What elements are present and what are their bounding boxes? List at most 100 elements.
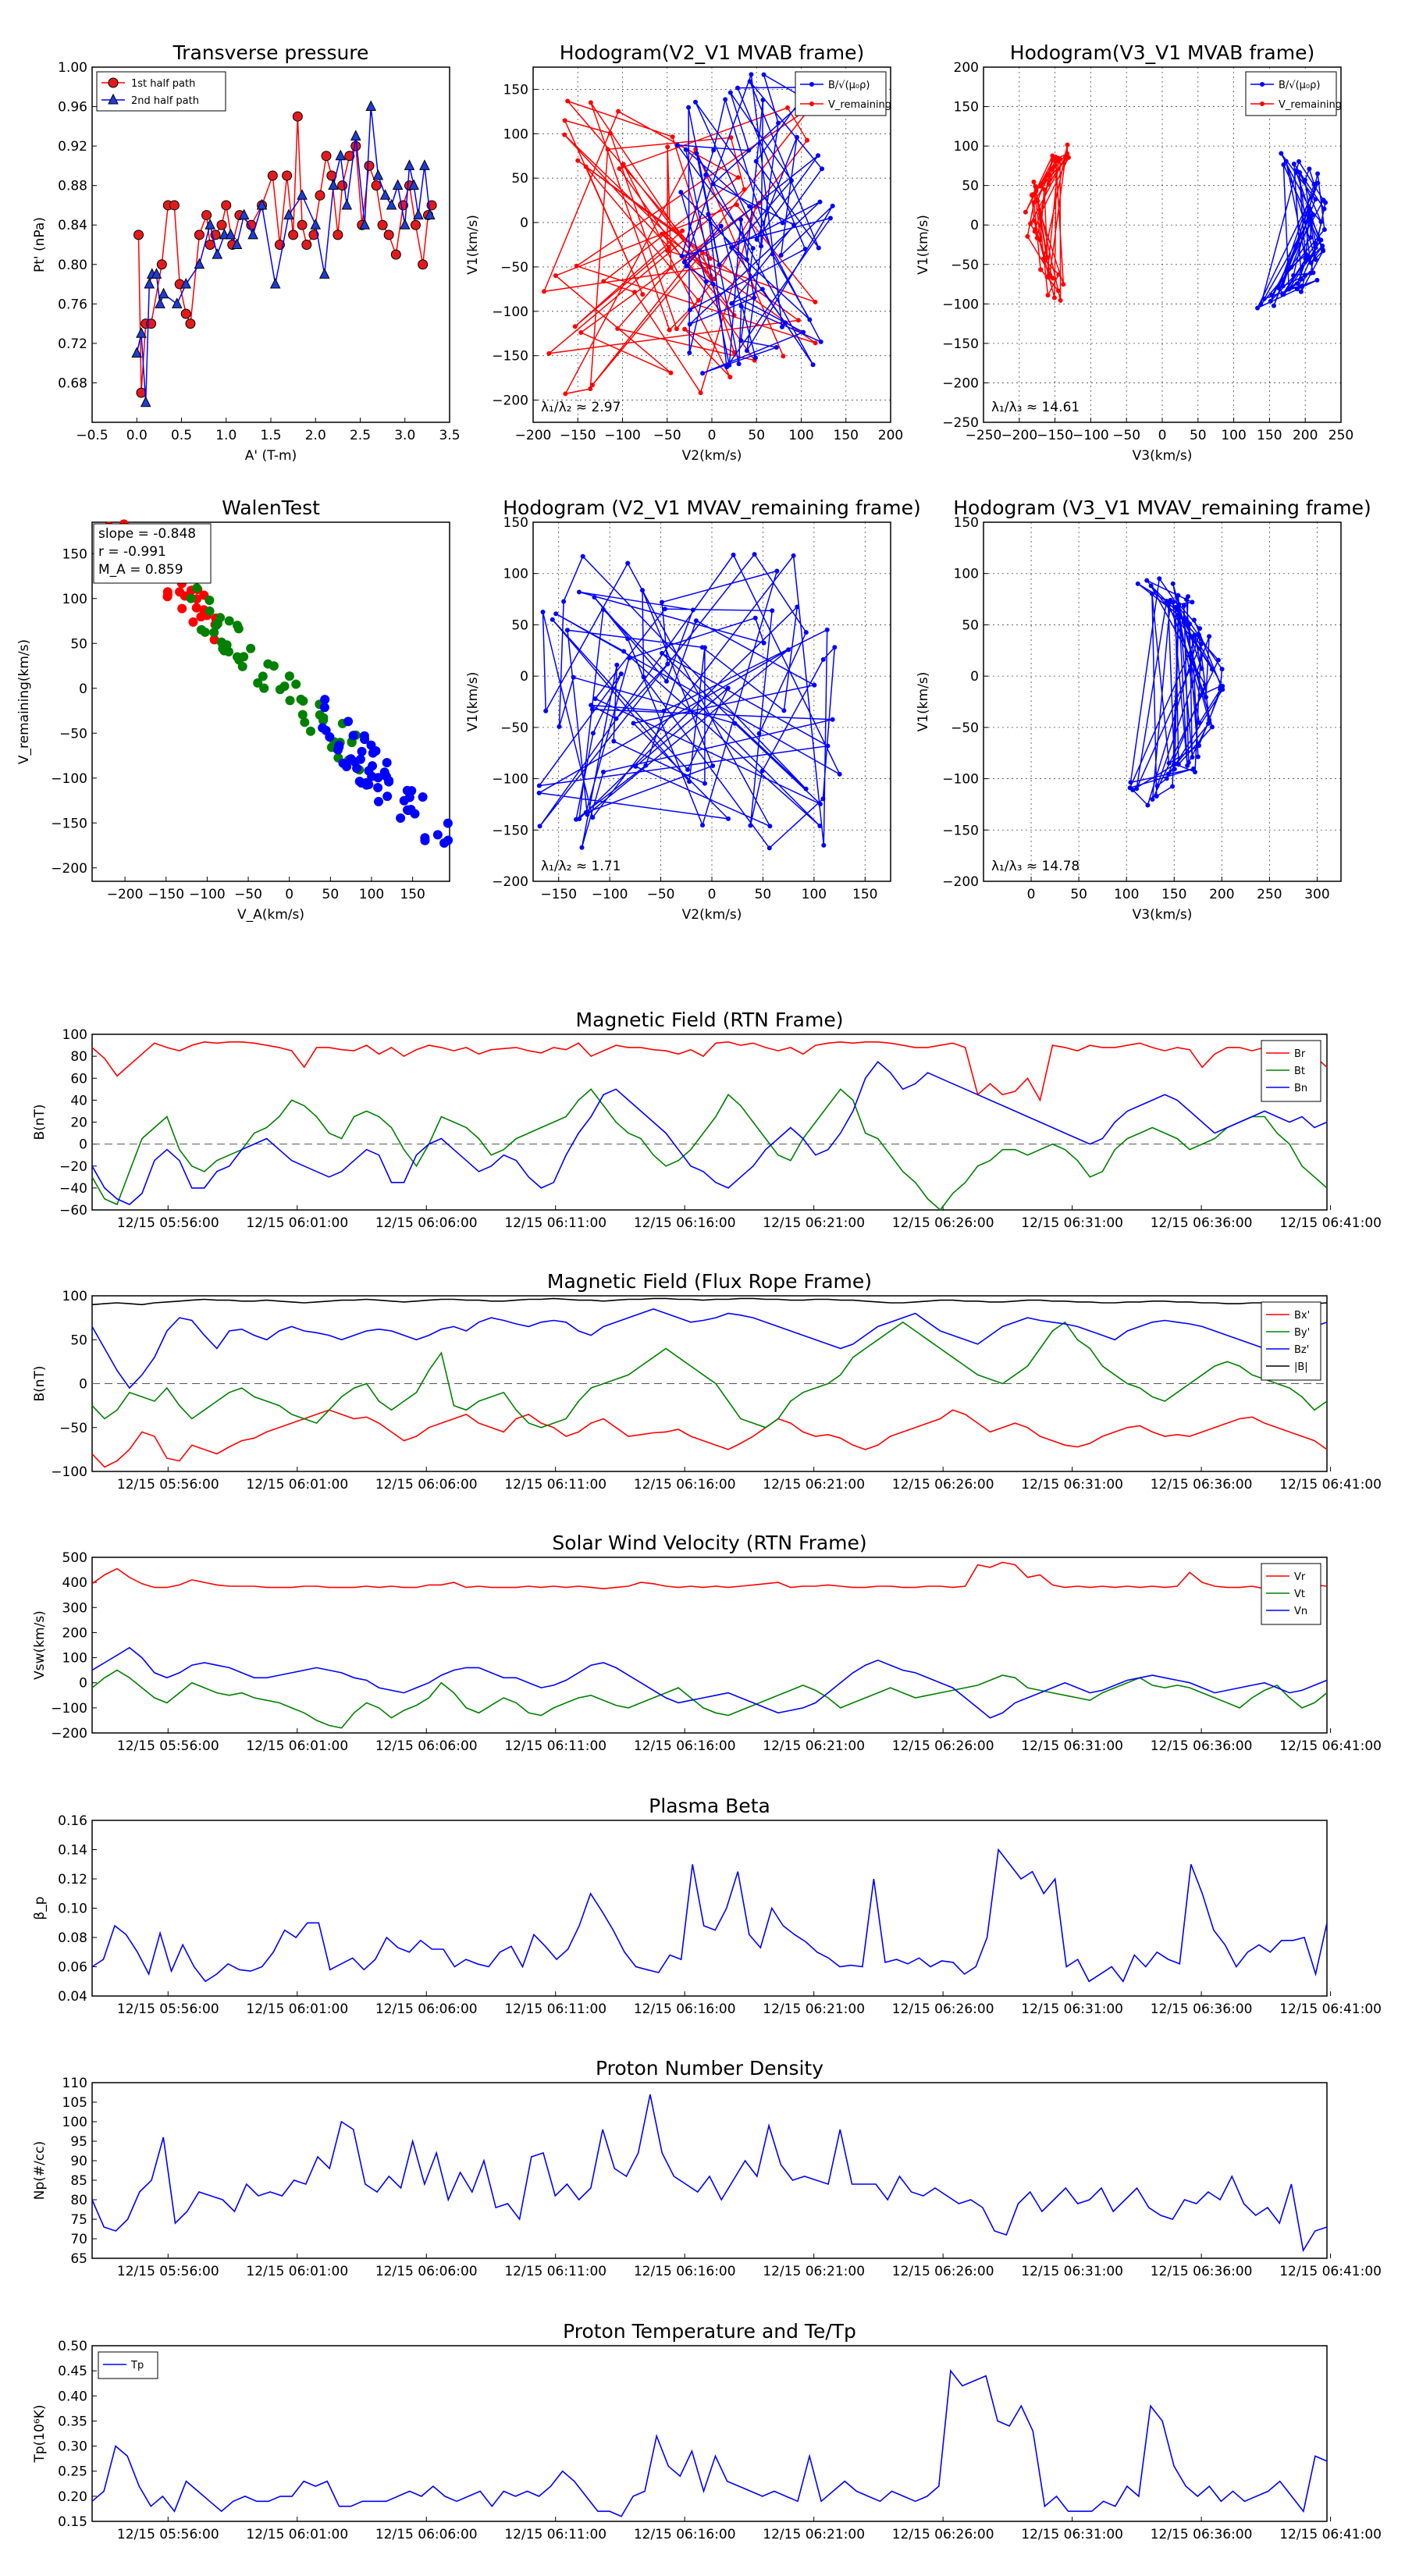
hodogram-point [738,338,744,343]
data-point [365,100,377,112]
walen-point [196,624,206,635]
hodogram-point [614,716,619,721]
y-tick-label: 0.68 [58,375,87,391]
y-tick-label: 0.25 [58,2464,87,2480]
hodogram-point [1154,783,1160,788]
hodogram-point [687,779,692,785]
hodogram-point [1299,283,1304,289]
hodogram-point [641,674,646,680]
walen-point [373,782,383,792]
x-tick-label: −100 [604,428,641,443]
hodogram-point [592,696,598,702]
time-tick-label: 12/15 06:01:00 [246,1738,348,1754]
walen-point [300,717,310,728]
hodogram-point [574,817,579,822]
hodogram-point [818,339,823,344]
hodogram-point [781,708,787,713]
time-tick-label: 12/15 06:21:00 [763,1738,865,1754]
data-point [372,169,384,180]
time-tick-label: 12/15 06:41:00 [1279,2001,1382,2017]
hodogram-point [1176,613,1181,618]
time-tick-label: 12/15 06:36:00 [1151,1215,1253,1231]
y-tick-label: 200 [954,60,979,76]
hodogram-point [557,724,562,729]
hodogram-point [1276,286,1282,291]
data-point [371,180,382,191]
walen-point [407,786,417,796]
x-tick-label: −150 [1037,428,1073,443]
walen-point [382,758,392,768]
hodogram-point [1025,233,1030,239]
hodogram-point [752,615,758,621]
hodogram-point [1055,288,1061,294]
time-tick-label: 12/15 06:16:00 [634,2527,736,2542]
y-tick-label: 100 [62,592,87,607]
hodogram-point [674,326,679,332]
y-tick-label: 400 [62,1575,87,1591]
hodogram-point [668,265,674,270]
hodogram-point [1315,171,1321,176]
x-tick-label: 100 [788,428,813,443]
hodogram-point [735,175,741,180]
legend-label: V_remaining [1279,99,1342,111]
series-line-By' [91,1321,1328,1429]
hodogram-point [1198,642,1204,647]
hodogram-point [1279,151,1284,156]
series-line-Bn [91,1061,1328,1205]
y-axis-label: V1(km/s) [916,215,931,275]
time-tick-label: 12/15 06:06:00 [375,1738,478,1754]
x-tick-label: 200 [878,428,903,443]
hodogram-point [718,223,724,229]
walen-point [297,710,308,720]
hodogram-point [618,671,624,677]
time-tick-label: 12/15 05:56:00 [117,2001,219,2017]
hodogram-point [1315,180,1321,186]
hodogram-point [1187,621,1193,627]
hodogram-point [1044,274,1050,279]
time-tick-label: 12/15 06:01:00 [246,1215,348,1231]
walen-point [403,805,413,815]
data-point [328,179,339,190]
x-tick-label: 100 [1221,428,1246,443]
time-tick-label: 12/15 06:11:00 [504,1738,606,1754]
x-tick-label: 0 [1027,887,1036,902]
hodogram-point [732,720,738,726]
walen-point [305,726,315,736]
y-tick-label: 50 [511,171,528,187]
hodogram-point [726,816,731,821]
y-tick-label: 50 [962,179,979,194]
y-axis-label: Vsw(km/s) [32,1610,48,1680]
hodogram-point [1050,153,1055,158]
y-axis-label: B(nT) [32,1365,48,1401]
hodogram-point [759,768,765,774]
chart-h4: 0 50 100 150 200 250 300 −200 −150 −100 −50 0 50 100 1… [916,496,1371,923]
hodogram-trace [542,99,817,395]
x-tick-label: 50 [1190,428,1207,443]
hodogram-point [703,279,709,284]
data-point [180,308,191,319]
x-tick-label: 0 [708,887,717,902]
data-point [344,151,355,162]
hodogram-point [801,329,806,335]
time-tick-label: 12/15 06:16:00 [634,2001,736,2017]
chart-title: Solar Wind Velocity (RTN Frame) [552,1532,866,1554]
walen-point [258,671,268,681]
hodogram-point [1271,303,1276,308]
hodogram-point [553,611,559,617]
data-point [216,219,227,230]
x-tick-label: 1.0 [215,428,237,443]
hodogram-point [1148,583,1154,589]
data-point [377,219,388,230]
data-point [408,179,420,190]
y-tick-label: 0.10 [58,1902,87,1917]
chart-title: Magnetic Field (RTN Frame) [576,1009,844,1031]
hodogram-point [760,98,766,103]
hodogram-point [564,628,570,633]
x-tick-label: −50 [234,887,262,902]
legend-box [1261,1301,1321,1381]
time-tick-label: 12/15 06:06:00 [375,1215,478,1231]
time-tick-label: 12/15 06:26:00 [892,2001,994,2017]
y-tick-label: 150 [503,515,528,531]
hodogram-point [810,362,816,368]
